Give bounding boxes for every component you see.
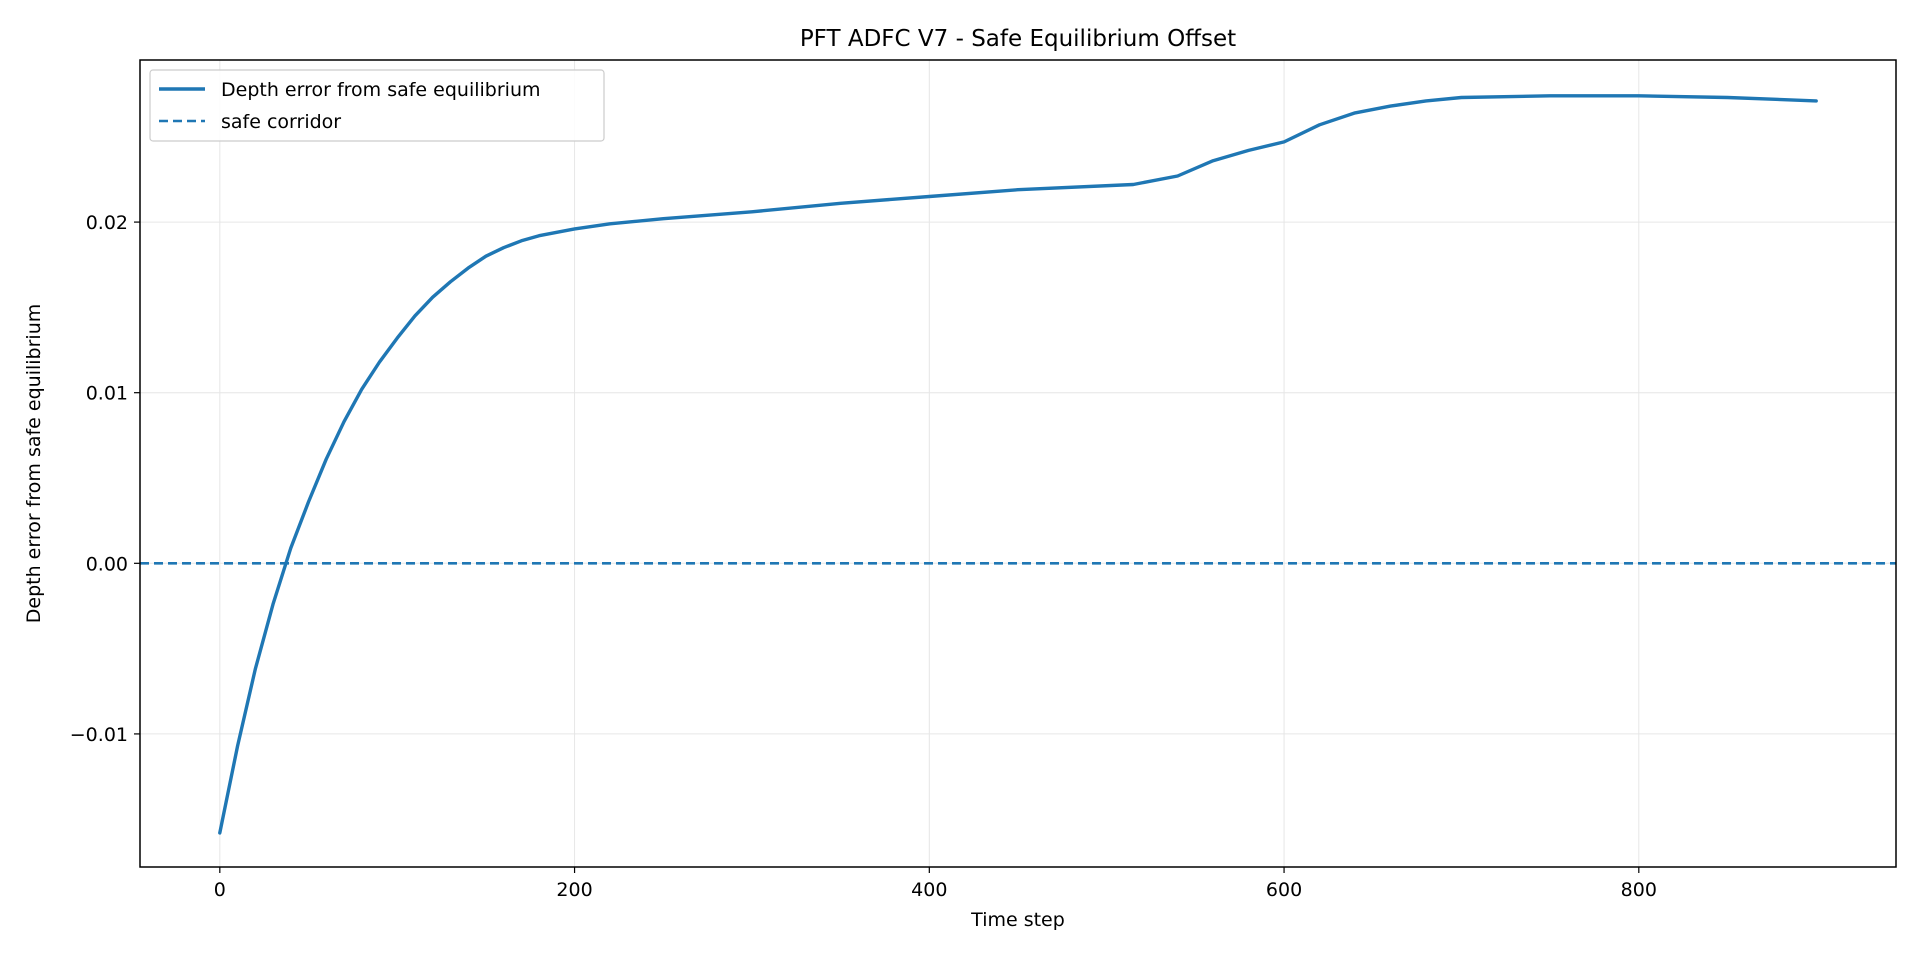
plot-frame [139, 59, 1897, 868]
x-tick-label: 200 [556, 879, 592, 901]
x-axis-title: Time step [970, 909, 1065, 931]
legend-box [149, 69, 605, 142]
x-tick-label: 400 [911, 879, 947, 901]
x-tick-label: 0 [214, 879, 226, 901]
x-tick-label: 800 [1621, 879, 1657, 901]
y-tick-label: −0.01 [70, 724, 128, 746]
plot-area [140, 94, 1896, 835]
axis-ticks: 0 200 400 600 800 −0.01 0.00 0.01 0.02 [70, 212, 1657, 901]
legend-label-corridor: safe corridor [221, 111, 341, 133]
legend: Depth error from safe equilibrium safe c… [149, 69, 605, 142]
x-tick-label: 600 [1266, 879, 1302, 901]
y-axis-title: Depth error from safe equilibrium [23, 304, 45, 624]
depth-error-line [218, 94, 1818, 835]
y-tick-label: 0.01 [86, 383, 128, 405]
grid [140, 60, 1896, 867]
y-tick-label: 0.00 [86, 553, 128, 575]
legend-label-main: Depth error from safe equilibrium [221, 79, 541, 101]
chart-title: PFT ADFC V7 - Safe Equilibrium Offset [800, 26, 1236, 52]
y-tick-label: 0.02 [86, 212, 128, 234]
